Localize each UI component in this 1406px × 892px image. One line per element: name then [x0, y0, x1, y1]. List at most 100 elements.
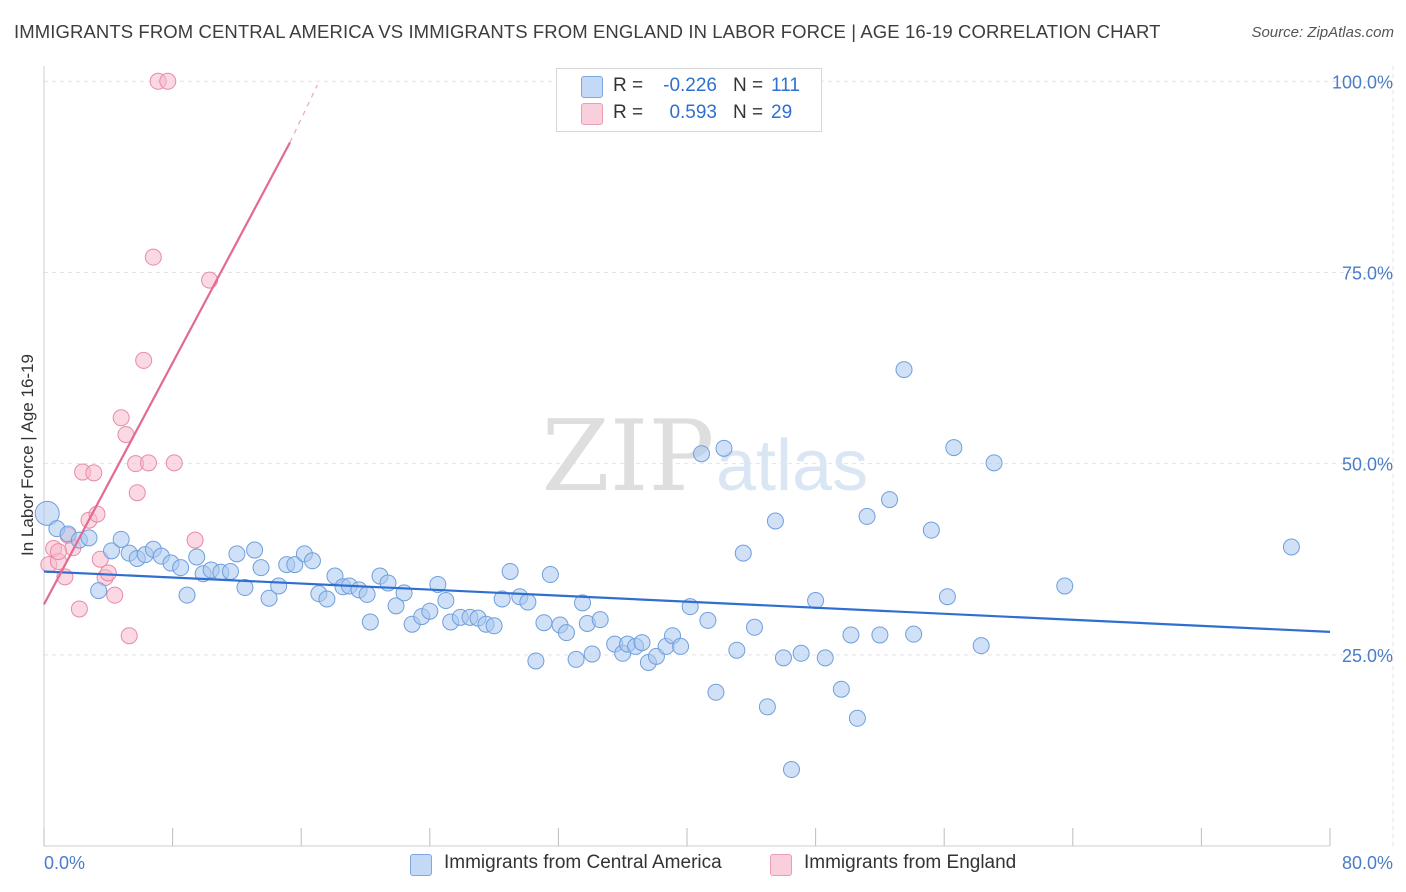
- central-america-point: [938, 588, 956, 606]
- n-label: N =: [733, 75, 764, 96]
- central-america-point: [221, 562, 239, 580]
- central-america-point: [387, 597, 405, 615]
- central-america-point: [501, 562, 519, 580]
- central-america-point: [832, 680, 850, 698]
- central-america-point: [792, 644, 810, 662]
- watermark-zip: ZIP: [542, 400, 715, 514]
- england-point: [112, 409, 130, 427]
- central-america-point: [583, 645, 601, 663]
- chart-title: IMMIGRANTS FROM CENTRAL AMERICA VS IMMIG…: [14, 21, 1161, 42]
- central-america-point: [905, 625, 923, 643]
- england-point: [201, 271, 219, 289]
- central-america-point: [881, 491, 899, 509]
- central-america-point: [90, 582, 108, 600]
- central-america-point: [228, 545, 246, 563]
- central-america-point: [493, 590, 511, 608]
- central-america-point: [766, 512, 784, 530]
- central-america-point: [858, 507, 876, 525]
- tick-labels: 25.0% 50.0% 75.0% 100.0% 0.0% 80.0%: [44, 72, 1393, 873]
- england-trend-line: [43, 141, 291, 605]
- central-america-point: [188, 548, 206, 566]
- central-america-point: [945, 439, 963, 457]
- blue-swatch: [581, 76, 603, 98]
- england-point: [165, 454, 183, 472]
- central-america-point: [807, 592, 825, 610]
- england-trend-extension: [289, 84, 318, 143]
- pink-swatch: [581, 103, 603, 125]
- central-america-point: [303, 552, 321, 570]
- central-america-point: [485, 617, 503, 635]
- central-america-point: [80, 529, 98, 547]
- england-point: [135, 351, 153, 369]
- central-america-point: [318, 590, 336, 608]
- central-america-point: [527, 652, 545, 670]
- central-america-point: [774, 649, 792, 667]
- central-america-point: [112, 530, 130, 548]
- central-america-point: [734, 544, 752, 562]
- central-america-point: [252, 559, 270, 577]
- central-america-point: [519, 593, 537, 611]
- central-america-point: [557, 624, 575, 642]
- central-america-point: [270, 577, 288, 595]
- central-america-point: [535, 614, 553, 632]
- r-value: 0.593: [669, 102, 717, 123]
- central-america-point: [246, 541, 264, 559]
- y-tick-label: 100.0%: [1332, 72, 1393, 92]
- central-america-point: [574, 594, 592, 612]
- central-america-point: [782, 761, 800, 779]
- y-tick-label: 75.0%: [1342, 263, 1393, 283]
- series-name: Immigrants from Central America: [444, 852, 722, 873]
- central-america-point: [541, 566, 559, 584]
- r-label: R =: [613, 102, 644, 123]
- england-point: [99, 564, 117, 582]
- england-point: [85, 464, 103, 482]
- n-value: 29: [771, 102, 793, 123]
- england-point: [186, 531, 204, 549]
- correlation-legend: R = -0.226 N = 111 R = 0.593 N = 29: [556, 68, 822, 132]
- central-america-trend-line: [43, 570, 1331, 633]
- pink-swatch: [770, 854, 792, 876]
- central-america-point: [236, 579, 254, 597]
- central-america-point: [103, 542, 121, 560]
- central-america-point: [699, 611, 717, 629]
- y-tick-label: 25.0%: [1342, 646, 1393, 666]
- watermark-atlas: atlas: [716, 426, 868, 506]
- central-america-point: [429, 575, 447, 593]
- central-america-point: [871, 626, 889, 644]
- blue-swatch: [410, 854, 432, 876]
- central-america-point: [567, 650, 585, 668]
- central-america-point: [707, 683, 725, 701]
- central-america-point: [715, 439, 733, 457]
- central-america-point: [842, 626, 860, 644]
- england-point: [49, 543, 67, 561]
- central-america-point: [848, 709, 866, 727]
- central-america-point: [985, 454, 1003, 472]
- england-point: [159, 72, 177, 90]
- central-america-point: [692, 445, 710, 463]
- central-america-point: [922, 521, 940, 539]
- central-america-point: [286, 556, 304, 574]
- central-america-point: [172, 559, 190, 577]
- central-america-point: [633, 634, 651, 652]
- central-america-point: [895, 361, 913, 379]
- england-point: [106, 586, 124, 604]
- central-america-point: [361, 613, 379, 631]
- central-america-point: [728, 641, 746, 659]
- series-name: Immigrants from England: [804, 852, 1017, 873]
- central-america-point: [358, 585, 376, 603]
- central-america-points: [34, 361, 1300, 779]
- central-america-point: [437, 592, 455, 610]
- england-point: [70, 600, 88, 618]
- england-point: [120, 627, 138, 645]
- trend-lines: [43, 84, 1331, 633]
- central-america-point: [591, 611, 609, 629]
- x-tick-label: 0.0%: [44, 853, 85, 873]
- x-tick-label: 80.0%: [1342, 853, 1393, 873]
- central-america-point: [1056, 577, 1074, 595]
- central-america-point: [1282, 538, 1300, 556]
- central-america-point: [34, 500, 60, 526]
- y-tick-label: 50.0%: [1342, 455, 1393, 475]
- central-america-point: [816, 649, 834, 667]
- england-point: [144, 248, 162, 266]
